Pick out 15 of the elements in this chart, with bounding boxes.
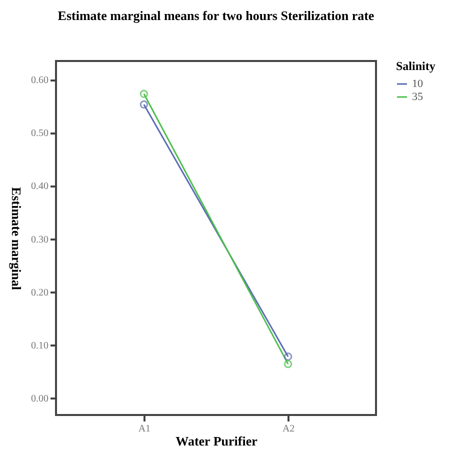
y-tick-label: 0.10 (31, 340, 48, 352)
y-tick-label: 0.60 (31, 75, 48, 86)
y-tick-label: 0.40 (31, 181, 48, 192)
legend-label: 35 (412, 91, 424, 103)
x-tick-label: A2 (282, 424, 295, 434)
y-tick-label: 0.30 (31, 234, 48, 246)
x-axis-title: Water Purifier (176, 434, 258, 448)
y-axis-title: Estimate marginal (9, 187, 24, 290)
legend-label: 10 (412, 78, 424, 90)
chart-title: Estimate marginal means for two hours Sterilization rate (58, 8, 374, 23)
y-tick-label: 0.00 (31, 394, 48, 405)
x-tick-label: A1 (138, 424, 151, 434)
y-tick-label: 0.20 (31, 287, 48, 298)
y-tick-label: 0.50 (31, 128, 48, 140)
legend-title: Salinity (396, 59, 436, 73)
